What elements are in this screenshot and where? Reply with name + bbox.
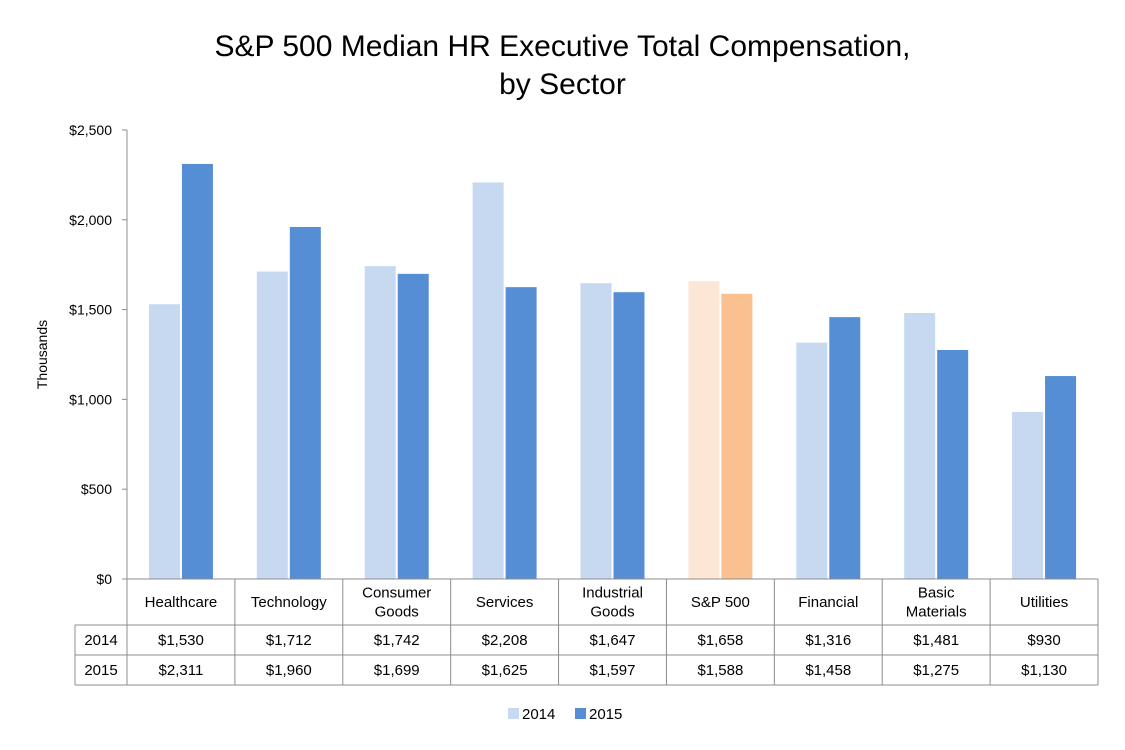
- y-tick-label: $500: [81, 481, 112, 497]
- bar-2015-basic-materials: [937, 350, 969, 579]
- table-value: $1,625: [482, 662, 528, 679]
- table-value: $1,597: [590, 662, 636, 679]
- bar-2014-technology: [256, 271, 288, 579]
- table-series-label: 2014: [84, 632, 117, 649]
- table-series-label: 2015: [84, 662, 117, 679]
- table-value: $930: [1027, 632, 1060, 649]
- bar-2014-services: [472, 182, 504, 579]
- category-label: Goods: [590, 604, 634, 621]
- category-label: Utilities: [1020, 594, 1068, 611]
- table-value: $1,275: [913, 662, 959, 679]
- bar-2015-financial: [829, 317, 861, 579]
- y-tick-label: $1,000: [69, 391, 112, 407]
- bar-2014-s-p-500: [688, 281, 720, 579]
- category-label: Materials: [906, 604, 967, 621]
- bar-2015-healthcare: [181, 163, 213, 579]
- table-value: $2,311: [159, 662, 204, 679]
- y-axis-label: Thousands: [34, 320, 50, 389]
- table-value: $2,208: [482, 632, 528, 649]
- table-value: $1,712: [266, 632, 312, 649]
- table-value: $1,742: [374, 632, 420, 649]
- bar-2015-consumer-goods: [397, 273, 429, 579]
- bar-2015-services: [505, 287, 537, 579]
- table-value: $1,130: [1021, 662, 1067, 679]
- category-label: S&P 500: [691, 594, 750, 611]
- bar-2015-technology: [289, 226, 321, 579]
- bar-2014-healthcare: [148, 304, 180, 579]
- chart-title: S&P 500 Median HR Executive Total Compen…: [0, 28, 1125, 104]
- bar-2015-industrial-goods: [613, 292, 645, 579]
- table-value: $1,699: [374, 662, 420, 679]
- legend-label-2015: 2015: [589, 706, 622, 723]
- chart-title-line-1: S&P 500 Median HR Executive Total Compen…: [214, 30, 911, 63]
- table-value: $1,481: [913, 632, 959, 649]
- y-tick-label: $2,500: [69, 122, 112, 138]
- legend-swatch-2014: [508, 708, 519, 719]
- category-label: Goods: [375, 604, 419, 621]
- table-value: $1,530: [158, 632, 204, 649]
- table-value: $1,647: [590, 632, 636, 649]
- table-value: $1,658: [697, 632, 743, 649]
- bar-2015-utilities: [1045, 376, 1077, 579]
- table-value: $1,960: [266, 662, 312, 679]
- category-label: Consumer: [362, 585, 431, 602]
- category-label: Technology: [251, 594, 327, 611]
- bar-2015-s-p-500: [721, 293, 753, 579]
- category-label: Basic: [918, 585, 955, 602]
- category-label: Financial: [798, 594, 858, 611]
- bar-2014-industrial-goods: [580, 283, 612, 579]
- category-label: Services: [476, 594, 534, 611]
- y-tick-label: $1,500: [69, 302, 112, 318]
- table-value: $1,316: [805, 632, 851, 649]
- legend-label-2014: 2014: [522, 706, 555, 723]
- table-value: $1,588: [697, 662, 743, 679]
- bar-2014-financial: [796, 342, 828, 579]
- bar-2014-utilities: [1012, 411, 1044, 579]
- legend-swatch-2015: [575, 708, 586, 719]
- bar-2014-basic-materials: [904, 313, 936, 579]
- y-tick-label: $0: [96, 571, 112, 587]
- bar-2014-consumer-goods: [364, 266, 396, 579]
- category-label: Healthcare: [145, 594, 218, 611]
- table-value: $1,458: [805, 662, 851, 679]
- chart-title-line-2: by Sector: [499, 68, 626, 101]
- y-tick-label: $2,000: [69, 212, 112, 228]
- category-label: Industrial: [582, 585, 643, 602]
